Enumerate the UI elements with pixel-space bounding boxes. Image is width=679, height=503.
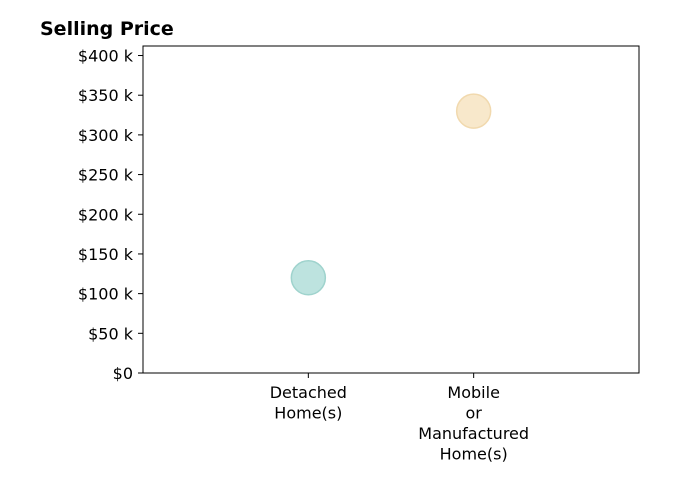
y-axis: $0 $50 k $100 k $150 k $200 k $250 k $300 k $35… (78, 47, 143, 383)
x-tick-label: Mobile or Manufactured Home(s) (418, 383, 529, 464)
y-tick-label: $300 k (78, 126, 134, 145)
chart-title: Selling Price (40, 18, 174, 40)
data-point (290, 260, 327, 296)
y-tick-label: $0 (113, 364, 133, 383)
y-tick-label: $200 k (78, 205, 134, 224)
y-tick-label: $150 k (78, 245, 134, 264)
y-tick-label: $250 k (78, 166, 134, 185)
x-axis: Detached Home(s) Mobile or Manufactured Home(… (270, 373, 529, 464)
x-tick-label: Detached Home(s) (270, 383, 347, 423)
y-tick-label: $50 k (88, 324, 134, 343)
y-tick-label: $350 k (78, 86, 134, 105)
plot-frame (142, 45, 640, 374)
data-points (290, 93, 492, 296)
y-tick-label: $400 k (78, 47, 134, 66)
data-point (455, 93, 492, 129)
y-tick-label: $100 k (78, 285, 134, 304)
